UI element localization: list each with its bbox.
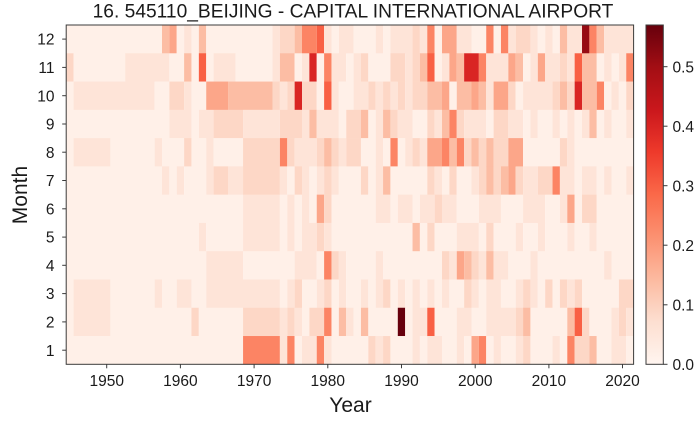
svg-text:0.0: 0.0: [673, 357, 695, 374]
svg-text:2010: 2010: [532, 373, 567, 390]
svg-text:8: 8: [46, 145, 55, 162]
svg-text:1980: 1980: [311, 373, 346, 390]
svg-text:0.5: 0.5: [673, 59, 695, 76]
svg-text:0.3: 0.3: [673, 178, 695, 195]
svg-text:0.2: 0.2: [673, 238, 695, 255]
svg-text:1: 1: [46, 343, 55, 360]
svg-text:16. 545110_BEIJING - CAPITAL I: 16. 545110_BEIJING - CAPITAL INTERNATION…: [93, 2, 614, 23]
svg-text:2020: 2020: [605, 373, 640, 390]
svg-text:0.4: 0.4: [673, 119, 695, 136]
svg-text:1950: 1950: [89, 373, 124, 390]
svg-text:4: 4: [46, 258, 55, 275]
svg-text:11: 11: [38, 60, 54, 77]
svg-text:10: 10: [37, 88, 55, 105]
svg-text:1970: 1970: [237, 373, 272, 390]
svg-text:Month: Month: [9, 166, 32, 224]
svg-text:3: 3: [46, 286, 55, 303]
svg-text:7: 7: [46, 173, 55, 190]
svg-text:1960: 1960: [163, 373, 198, 390]
svg-text:12: 12: [37, 32, 54, 49]
svg-text:5: 5: [46, 230, 55, 247]
svg-text:Year: Year: [329, 394, 371, 417]
svg-text:1990: 1990: [384, 373, 419, 390]
svg-text:2000: 2000: [458, 373, 493, 390]
svg-text:9: 9: [46, 117, 55, 134]
svg-text:6: 6: [46, 201, 55, 218]
svg-text:0.1: 0.1: [673, 297, 695, 314]
svg-text:2: 2: [46, 315, 55, 332]
